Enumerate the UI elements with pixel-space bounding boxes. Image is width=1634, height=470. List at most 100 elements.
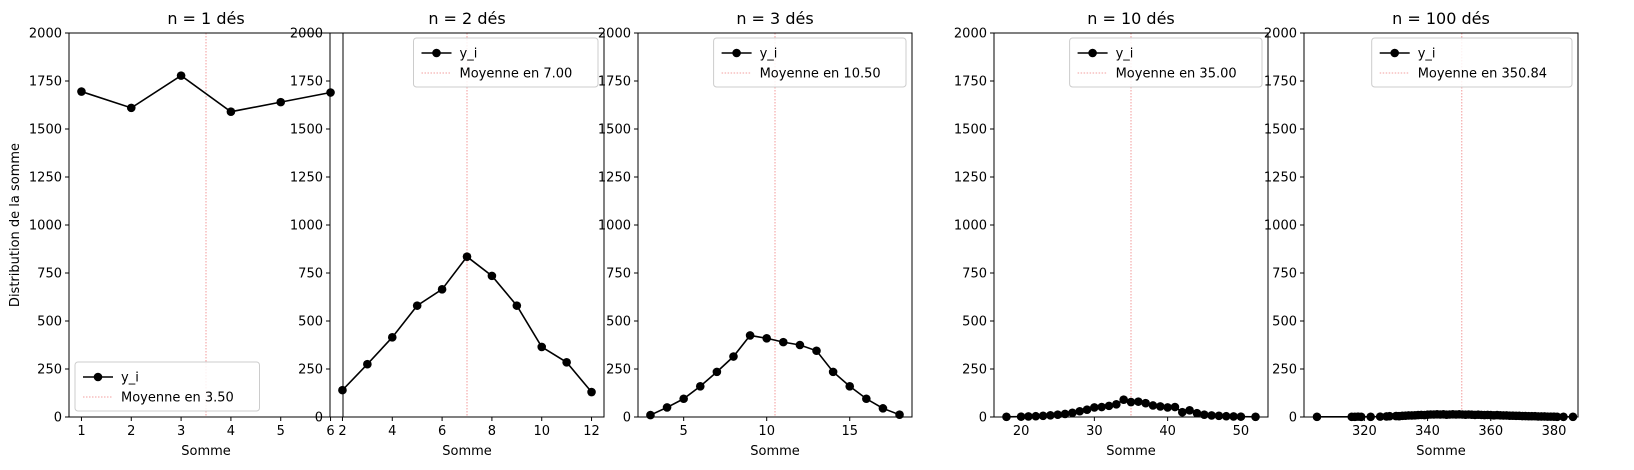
legend-mean-label: Moyenne en 7.00 [460,67,573,82]
data-point [226,107,236,117]
y-tick-label: 1500 [598,123,631,138]
data-point [1112,400,1121,409]
legend-frame [413,37,599,88]
legend-mean-label: Moyenne en 10.50 [760,67,881,82]
y-tick-label: 1250 [954,171,987,186]
x-tick-label: 20 [1013,424,1030,439]
y-tick-label: 250 [298,363,323,378]
data-point [1119,395,1128,405]
subplot-title: n = 3 dés [736,9,813,28]
legend-frame [1371,37,1573,88]
data-point [326,88,335,97]
data-point [462,252,472,261]
y-tick-label: 1750 [29,75,62,90]
subplot-4: n = 10 dés 0 250 500 750 1000 1250 1500 1750 2000… [954,9,1269,459]
data-point [387,333,397,342]
x-tick-label: 1 [77,424,85,439]
y-tick-label: 1000 [954,219,987,234]
data-point [412,301,422,310]
axes-frame [993,32,1269,418]
y-tick-label: 1000 [1264,219,1297,234]
data-point [695,381,705,391]
axes-frame [1303,32,1579,418]
y-tick-label: 0 [315,411,323,426]
x-tick-label: 5 [680,424,688,439]
x-tick-label: 8 [488,424,496,439]
y-tick-label: 1250 [1264,171,1297,186]
subplot-1: n = 1 dés0250500750100012501500175020001… [8,9,344,459]
x-tick-label: 360 [1478,424,1503,439]
y-tick-label: 2000 [1264,27,1297,42]
data-point [1199,410,1209,419]
x-tick-label: 340 [1415,424,1440,439]
subplot-title: n = 2 dés [428,9,505,28]
data-point [276,97,286,107]
x-tick-label: 6 [326,424,334,439]
y-tick-label: 1000 [29,219,62,234]
data-point [1170,402,1180,412]
data-point [126,103,136,113]
y-tick-label: 0 [54,411,62,426]
y-tick-label: 500 [606,315,631,330]
legend-series-label: y_i [121,371,139,386]
data-point [437,285,447,294]
data-point [77,87,86,96]
x-tick-label: 50 [1233,424,1250,439]
x-tick-label: 2 [127,424,135,439]
data-point [1060,409,1070,419]
x-axis-label: Somme [181,444,231,459]
legend-frame [74,361,260,412]
data-point [1075,406,1085,416]
legend-series-marker [1088,48,1097,58]
legend-mean-label: Moyenne en 350.84 [1418,67,1547,82]
data-point [512,301,522,310]
data-point [363,359,372,369]
y-tick-label: 1500 [29,123,62,138]
data-point [895,410,904,419]
data-point [1229,412,1238,421]
data-point [845,381,855,391]
x-tick-label: 15 [841,424,858,439]
data-point [812,346,821,356]
x-tick-label: 10 [758,424,775,439]
y-tick-label: 1000 [290,219,323,234]
legend: y_i Moyenne en 7.00 [413,37,599,88]
x-tick-label: 3 [177,424,185,439]
data-point [1090,403,1099,412]
legend-mean-label: Moyenne en 3.50 [121,391,234,406]
y-tick-label: 750 [606,267,631,282]
x-axis-label: Somme [1106,444,1156,459]
y-tick-label: 0 [1289,411,1297,426]
legend-frame [713,37,907,88]
y-tick-label: 1500 [954,123,987,138]
axes-frame [637,32,913,418]
data-point [712,367,722,377]
x-tick-label: 30 [1086,424,1103,439]
data-point [338,385,347,395]
y-tick-label: 2000 [290,27,323,42]
y-tick-label: 0 [623,411,631,426]
y-tick-label: 250 [606,363,631,378]
data-point [1385,411,1394,421]
x-tick-label: 320 [1352,424,1377,439]
y-tick-label: 2000 [598,27,631,42]
series-line [650,334,900,416]
legend: y_i Moyenne en 3.50 [74,361,260,412]
data-point [1141,398,1150,408]
x-tick-label: 2 [338,424,346,439]
data-point [679,394,688,404]
data-point [1134,397,1143,406]
data-point [1192,408,1202,418]
data-point [1185,405,1194,415]
legend-frame [1069,37,1263,88]
y-tick-label: 750 [1272,267,1297,282]
y-tick-label: 750 [298,267,323,282]
data-point [878,404,888,413]
y-tick-label: 1750 [954,75,987,90]
data-point [1221,411,1231,421]
y-tick-label: 250 [962,363,987,378]
data-point [1031,411,1041,421]
data-point [862,394,871,404]
x-tick-label: 380 [1542,424,1567,439]
